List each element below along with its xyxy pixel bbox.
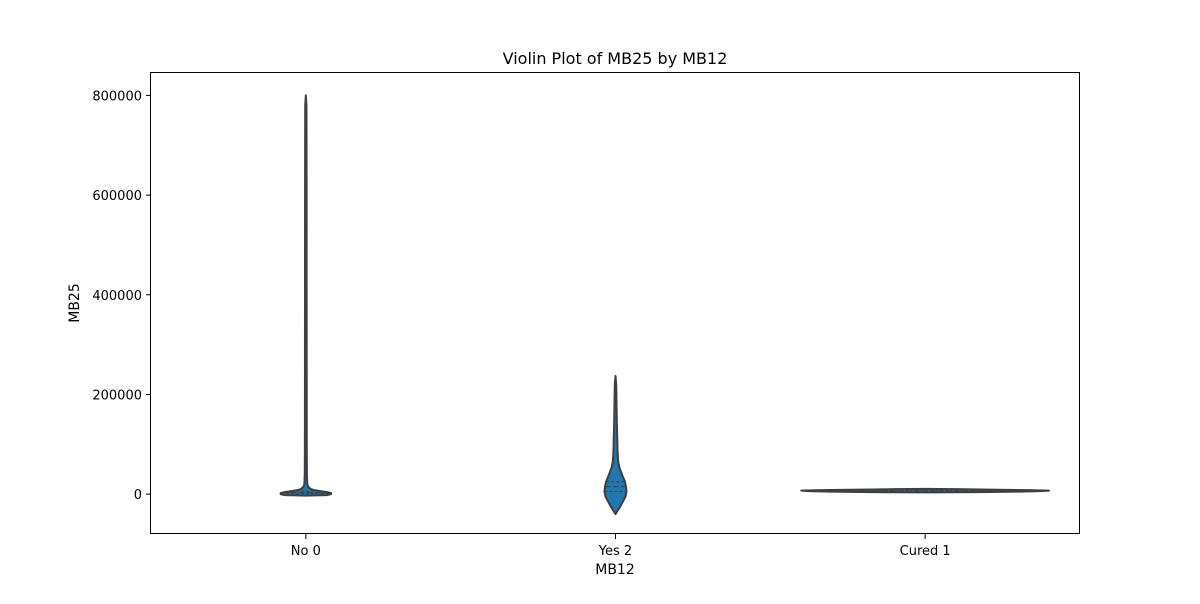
y-tick-label: 0 [134,488,142,503]
x-axis-label: MB12 [595,562,635,578]
y-axis-label: MB25 [67,283,83,323]
y-tick-label: 400000 [92,289,142,304]
x-axis: No 0 Yes 2 Cured 1 [291,534,951,559]
violin-body [603,375,628,516]
plot-area-frame [150,72,1080,534]
violin-group [279,94,333,497]
violins-layer [279,94,1051,516]
y-tick-label: 800000 [92,89,142,104]
violin-group [603,375,628,516]
violin-body [279,94,333,497]
y-tick-label: 200000 [92,388,142,403]
x-tick-label: No 0 [291,544,321,559]
violin-group [800,487,1051,494]
x-tick-label: Yes 2 [598,544,632,559]
y-axis: 0 200000 400000 600000 800000 [92,89,151,503]
y-tick-label: 600000 [92,189,142,204]
x-tick-label: Cured 1 [900,544,951,559]
chart-title: Violin Plot of MB25 by MB12 [503,49,728,68]
